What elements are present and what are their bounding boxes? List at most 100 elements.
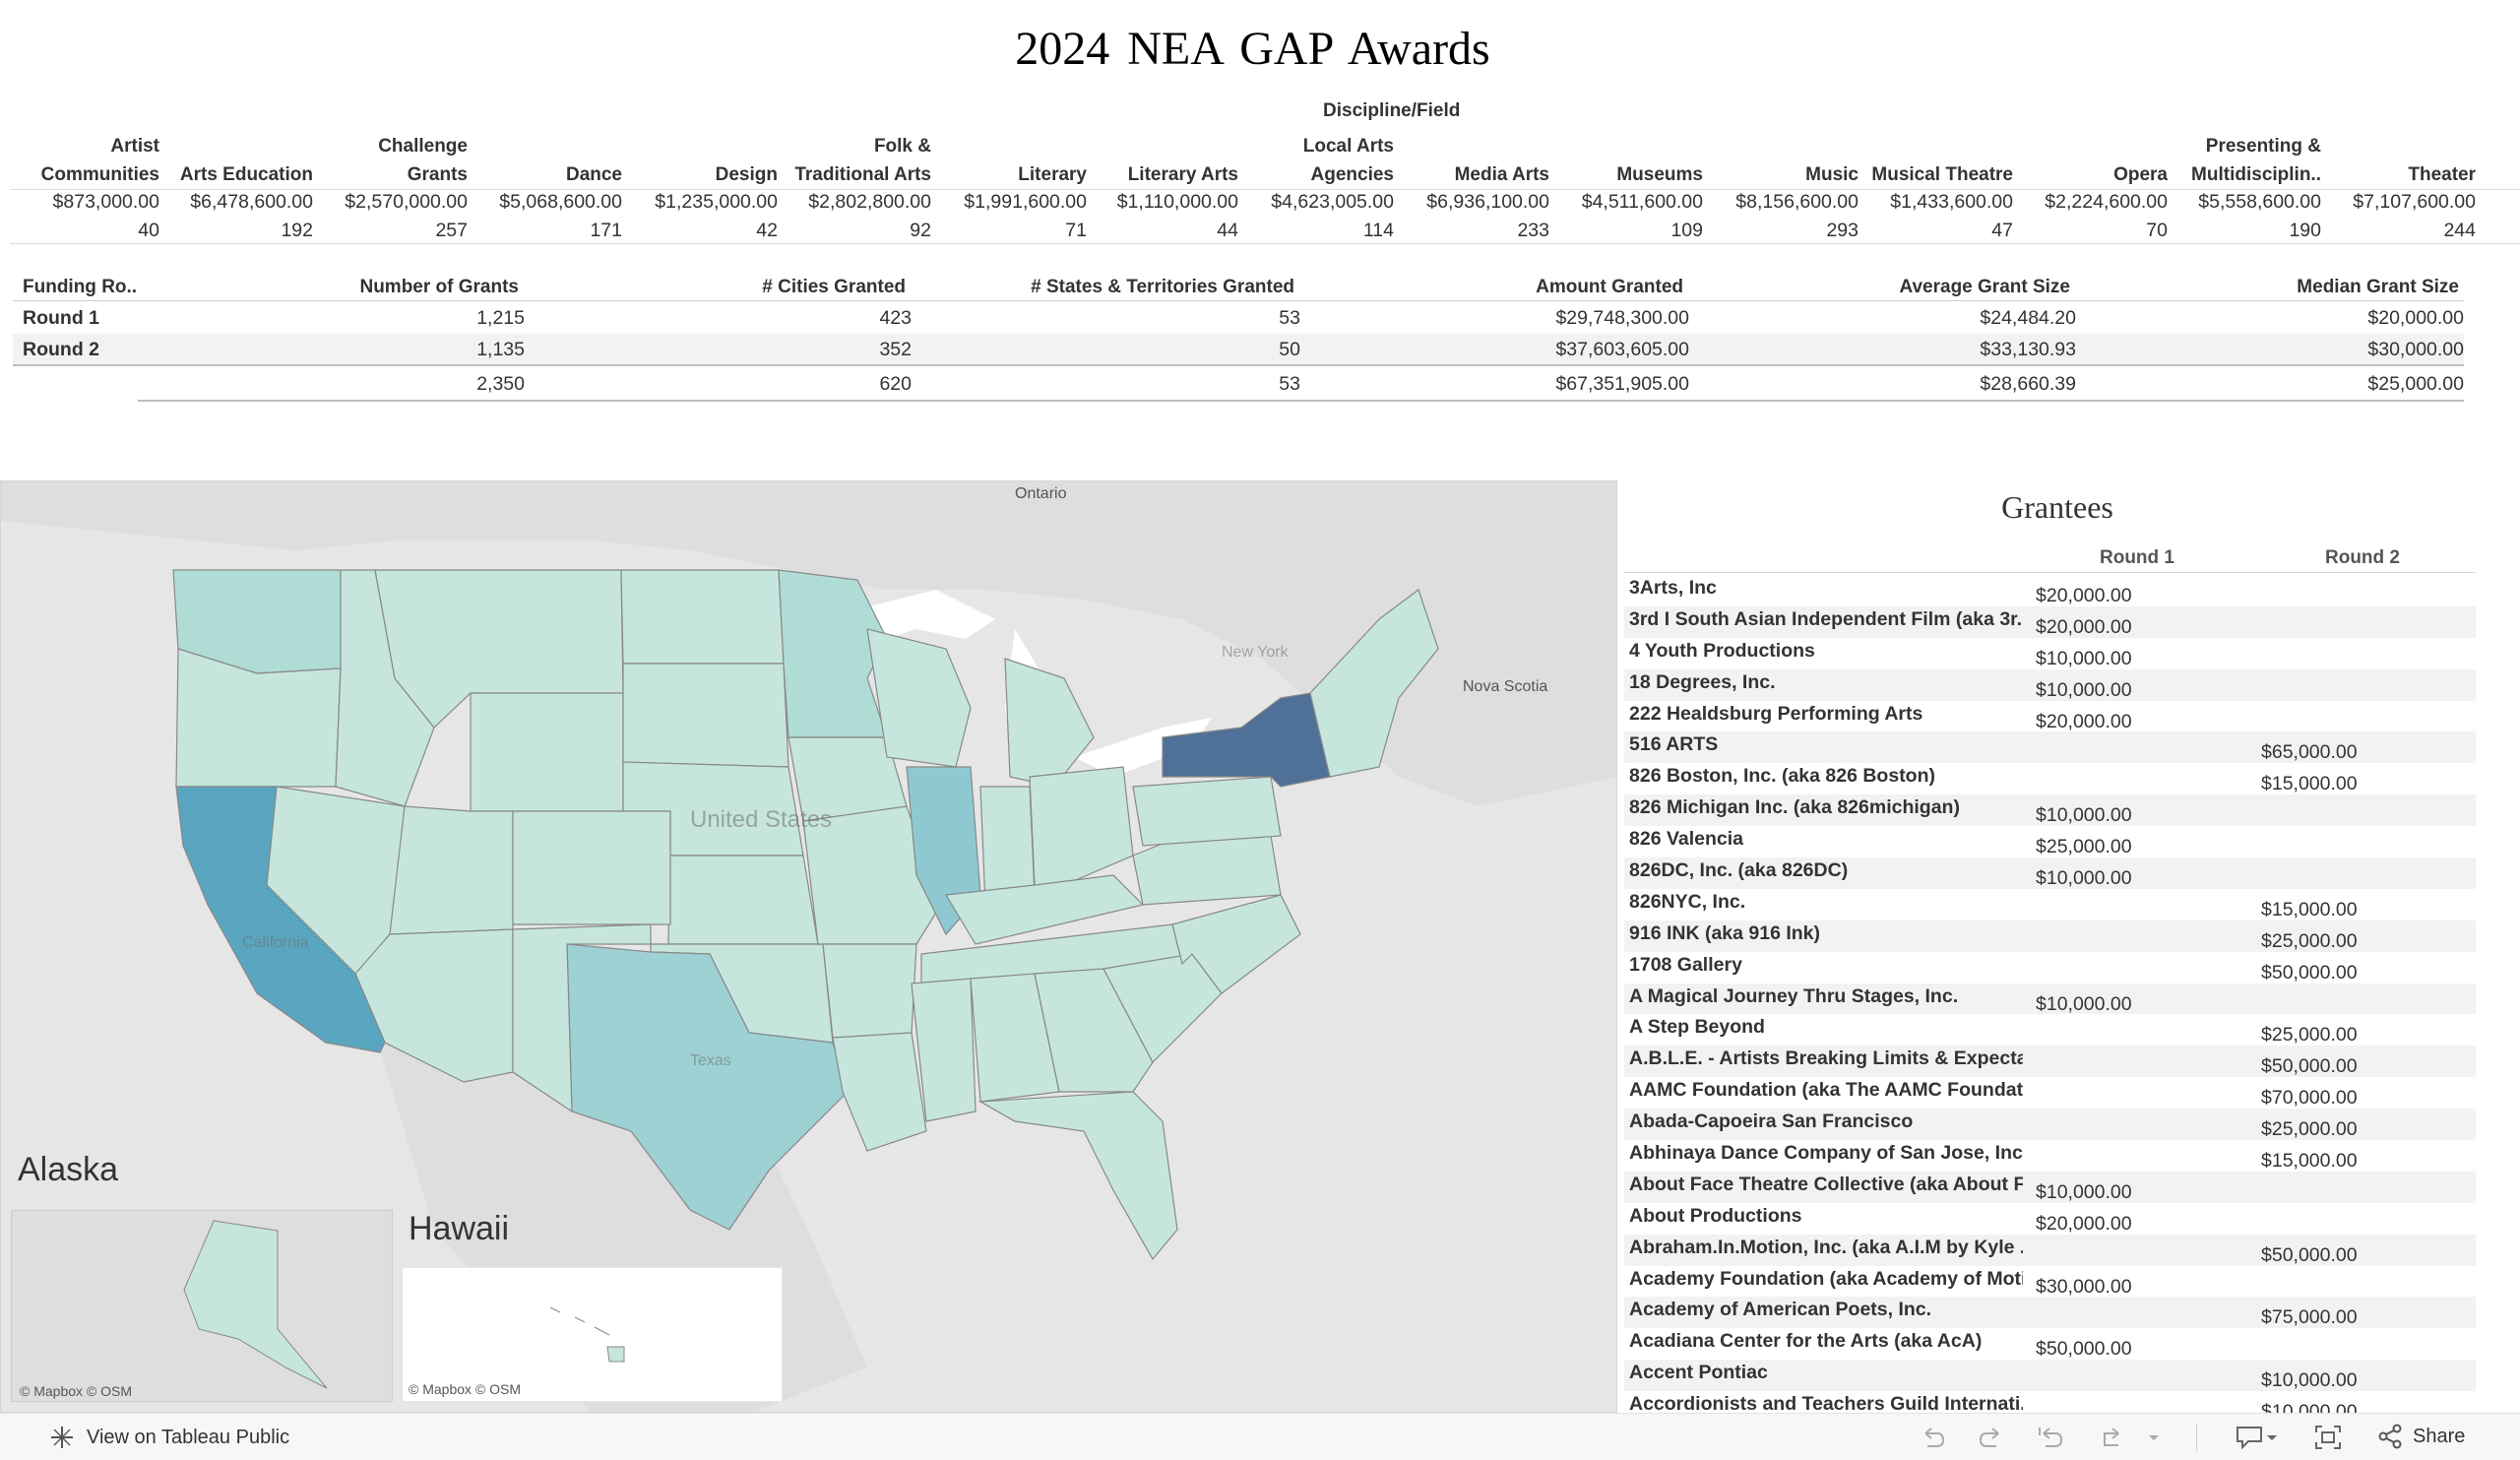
grantee-row[interactable]: 826DC, Inc. (aka 826DC) $10,000.00 <box>1624 857 2476 889</box>
grantee-row[interactable]: 3Arts, Inc $20,000.00 <box>1624 575 2476 606</box>
discipline-column[interactable]: Challenge Grants $2,570,000.00 257 <box>0 128 468 246</box>
alaska-inset-title: Alaska <box>18 1151 119 1188</box>
discipline-column[interactable]: Musical Theatre $1,433,600.00 47 <box>0 128 2013 246</box>
round-2-amount: $50,000.00 <box>2261 961 2358 984</box>
discipline-column[interactable]: Artist Communities $873,000.00 40 <box>0 128 159 246</box>
round-1-amount: $10,000.00 <box>2036 867 2132 890</box>
grantee-row[interactable]: A Magical Journey Thru Stages, Inc. $10,0… <box>1624 983 2476 1015</box>
discipline-column[interactable]: Museums $4,511,600.00 109 <box>0 128 1703 246</box>
grantee-row[interactable]: 222 Healdsburg Performing Arts $20,000.00 <box>1624 701 2476 732</box>
grantee-row[interactable]: Accordionists and Teachers Guild Interna… <box>1624 1391 2476 1414</box>
round-2-amount: $70,000.00 <box>2261 1087 2358 1110</box>
map-attribution[interactable]: © Mapbox © OSM <box>20 1383 132 1399</box>
grantee-row[interactable]: 826 Boston, Inc. (aka 826 Boston) $15,000… <box>1624 763 2476 794</box>
state-kentucky <box>945 874 1145 945</box>
discipline-count: 44 <box>1217 220 1238 241</box>
header-line: Folk & <box>873 136 931 157</box>
map-attribution[interactable]: © Mapbox © OSM <box>409 1381 521 1397</box>
state-colorado <box>512 810 671 925</box>
table-row[interactable]: Round 2 1,135 352 50 $37,603,605.00 $33,… <box>13 334 2464 365</box>
total-row[interactable]: 2,350 620 53 $67,351,905.00 $28,660.39 $… <box>13 368 2464 400</box>
discipline-column[interactable]: Media Arts $6,936,100.00 233 <box>0 128 1549 246</box>
cell: $28,660.39 <box>1980 373 2076 395</box>
cell: 423 <box>879 307 912 329</box>
grantee-row[interactable]: 916 INK (aka 916 Ink) $25,000.00 <box>1624 920 2476 952</box>
us-choropleth-map[interactable]: Ontario Nova Scotia United States Califo… <box>0 480 1617 1413</box>
discipline-column[interactable]: $4 <box>0 128 2520 246</box>
grantee-name: A Step Beyond <box>1629 1016 1765 1039</box>
refresh-icon[interactable] <box>2097 1424 2126 1451</box>
discipline-column[interactable]: Opera $2,224,600.00 70 <box>0 128 2168 246</box>
view-on-tableau-label: View on Tableau Public <box>87 1426 290 1448</box>
grantee-row[interactable]: 826NYC, Inc. $15,000.00 <box>1624 889 2476 920</box>
discipline-column[interactable]: Music $8,156,600.00 293 <box>0 128 1858 246</box>
discipline-count: 109 <box>1670 220 1703 241</box>
comment-icon[interactable] <box>2235 1424 2278 1451</box>
redo-icon[interactable] <box>1977 1424 2006 1451</box>
discipline-column[interactable]: Literary Arts $1,110,000.00 44 <box>0 128 1238 246</box>
discipline-column[interactable]: Theater $7,107,600.00 244 <box>0 128 2476 246</box>
column-header[interactable]: Median Grant Size <box>2297 277 2459 297</box>
column-header[interactable]: # States & Territories Granted <box>1031 277 1294 297</box>
discipline-column[interactable]: Design $1,235,000.00 42 <box>0 128 778 246</box>
grantee-row[interactable]: 826 Michigan Inc. (aka 826michigan) $10,0… <box>1624 794 2476 826</box>
row-label: Round 1 <box>23 307 99 329</box>
column-header[interactable]: Funding Ro.. <box>23 277 138 297</box>
alaska-inset[interactable]: © Mapbox © OSM <box>11 1210 393 1402</box>
hawaii-inset[interactable]: © Mapbox © OSM <box>402 1267 783 1402</box>
column-header[interactable]: Amount Granted <box>1536 277 1683 297</box>
discipline-amount: $5,068,600.00 <box>499 191 622 213</box>
discipline-count: 92 <box>910 220 931 241</box>
state-louisiana <box>832 1032 927 1152</box>
grantee-row[interactable]: About Face Theatre Collective (aka About… <box>1624 1171 2476 1203</box>
grantee-name: About Face Theatre Collective (aka About… <box>1629 1173 2023 1195</box>
grantee-row[interactable]: AAMC Foundation (aka The AAMC Foundati..… <box>1624 1077 2476 1109</box>
round-1-amount: $20,000.00 <box>2036 710 2132 732</box>
grantee-row[interactable]: 3rd I South Asian Independent Film (aka … <box>1624 605 2476 638</box>
grantees-list[interactable]: 3Arts, Inc $20,000.00 3rd I South Asian In… <box>1624 575 2476 1414</box>
column-header[interactable]: Average Grant Size <box>1899 277 2070 297</box>
grantee-row[interactable]: Academy of American Poets, Inc. $75,000.0… <box>1624 1297 2476 1328</box>
discipline-column[interactable]: Presenting & Multidisciplin.. $5,558,600.0… <box>0 128 2321 246</box>
discipline-column[interactable]: Arts Education $6,478,600.00 192 <box>0 128 313 246</box>
map-label: California <box>242 934 309 951</box>
grantee-row[interactable]: About Productions $20,000.00 <box>1624 1203 2476 1235</box>
chevron-down-icon[interactable] <box>2146 1424 2162 1451</box>
round-1-amount: $50,000.00 <box>2036 1338 2132 1361</box>
grantee-row[interactable]: A.B.L.E. - Artists Breaking Limits & Exp… <box>1624 1046 2476 1077</box>
view-on-tableau-public-link[interactable]: View on Tableau Public <box>49 1425 289 1450</box>
grantee-row[interactable]: 18 Degrees, Inc. $10,000.00 <box>1624 668 2476 701</box>
column-header-round-2[interactable]: Round 2 <box>2325 547 2400 568</box>
grantee-row[interactable]: Abraham.In.Motion, Inc. (aka A.I.M by Ky… <box>1624 1234 2476 1266</box>
revert-icon[interactable] <box>2036 1424 2065 1451</box>
discipline-column[interactable]: Literary $1,991,600.00 71 <box>0 128 1087 246</box>
fullscreen-icon[interactable] <box>2313 1424 2343 1451</box>
discipline-amount: $1,110,000.00 <box>1116 191 1238 213</box>
undo-icon[interactable] <box>1918 1424 1947 1451</box>
round-1-amount: $30,000.00 <box>2036 1275 2132 1298</box>
discipline-amount: $2,224,600.00 <box>2045 191 2168 213</box>
divider <box>138 400 2464 402</box>
column-header[interactable]: Number of Grants <box>359 277 519 297</box>
discipline-column[interactable]: Folk & Traditional Arts $2,802,800.00 92 <box>0 128 931 246</box>
grantee-row[interactable]: 1708 Gallery $50,000.00 <box>1624 952 2476 984</box>
grantee-row[interactable]: Accent Pontiac $10,000.00 <box>1624 1360 2476 1391</box>
column-header[interactable]: # Cities Granted <box>762 277 906 297</box>
grantee-row[interactable]: 516 ARTS $65,000.00 <box>1624 731 2476 763</box>
hawaii-shape <box>549 1306 625 1363</box>
row-label: Round 2 <box>23 339 99 360</box>
table-row[interactable]: Round 1 1,215 423 53 $29,748,300.00 $24,… <box>13 302 2464 334</box>
grantee-row[interactable]: Academy Foundation (aka Academy of Moti.… <box>1624 1266 2476 1298</box>
grantee-row[interactable]: Acadiana Center for the Arts (aka AcA) $5… <box>1624 1328 2476 1360</box>
state-ohio <box>1029 766 1134 886</box>
header-line: Communities <box>40 164 159 185</box>
grantee-row[interactable]: A Step Beyond $25,000.00 <box>1624 1014 2476 1046</box>
grantee-row[interactable]: 826 Valencia $25,000.00 <box>1624 826 2476 857</box>
discipline-column[interactable]: Dance $5,068,600.00 171 <box>0 128 622 246</box>
discipline-column[interactable]: Local Arts Agencies $4,623,005.00 114 <box>0 128 1394 246</box>
share-button[interactable]: Share <box>2377 1424 2465 1449</box>
grantee-row[interactable]: 4 Youth Productions $10,000.00 <box>1624 638 2476 669</box>
grantee-row[interactable]: Abhinaya Dance Company of San Jose, Inc.… <box>1624 1140 2476 1172</box>
grantee-row[interactable]: Abada-Capoeira San Francisco $25,000.00 <box>1624 1109 2476 1140</box>
column-header-round-1[interactable]: Round 1 <box>2100 547 2174 568</box>
